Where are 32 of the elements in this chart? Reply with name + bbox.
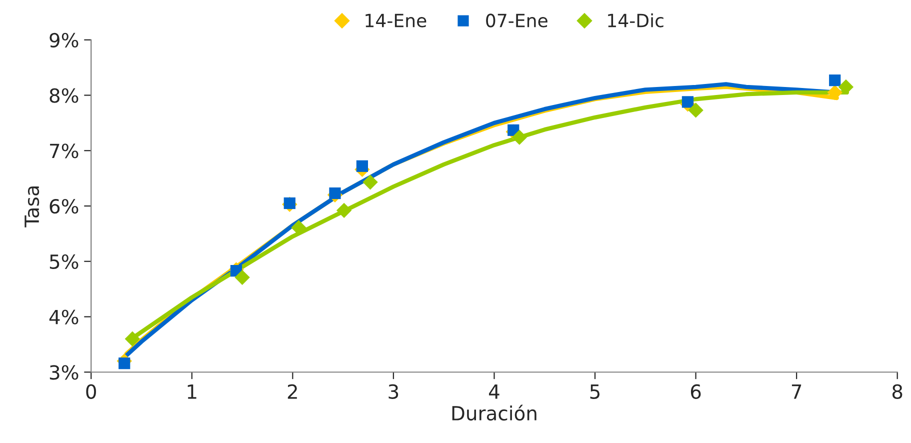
point <box>336 202 352 218</box>
y-tick-label: 4% <box>49 310 78 324</box>
legend-label: 07-Ene <box>486 14 548 28</box>
x-tick-label: 3 <box>388 384 398 399</box>
x-tick-label: 0 <box>86 384 96 399</box>
x-tick-label: 2 <box>288 384 297 399</box>
point <box>356 160 368 172</box>
y-tick-label: 6% <box>50 198 78 214</box>
x-tick-label: 4 <box>488 384 500 399</box>
x-tick-label: 1 <box>188 384 196 399</box>
point <box>827 84 842 100</box>
y-tick-label: 3% <box>50 365 78 380</box>
y-tick-label: 8% <box>50 88 78 103</box>
point <box>682 96 694 108</box>
point <box>688 102 704 118</box>
y-axis-title: Tasa <box>24 186 40 228</box>
point <box>234 270 250 286</box>
y-tick-label: 7% <box>50 144 78 158</box>
x-tick-label: 7 <box>792 384 802 399</box>
x-tick-label: 8 <box>892 384 902 399</box>
x-axis-title: Duración <box>452 404 536 421</box>
legend-label: 14-Dic <box>608 13 664 28</box>
point <box>362 174 378 190</box>
y-tick-label: 9% <box>50 32 78 48</box>
x-tick-label: 6 <box>690 384 701 399</box>
point <box>512 130 528 145</box>
y-tick-label: 5% <box>50 254 78 270</box>
point <box>124 331 140 346</box>
point <box>829 74 841 86</box>
x-tick-label: 5 <box>590 384 600 399</box>
legend-label: 14-Ene <box>366 14 426 28</box>
point <box>118 357 130 370</box>
